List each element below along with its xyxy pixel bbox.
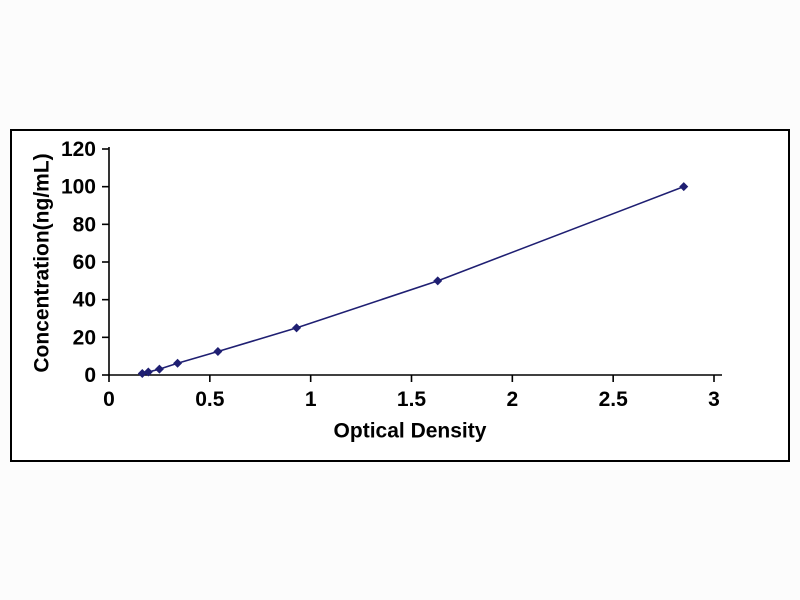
svg-text:1.5: 1.5 — [397, 388, 427, 411]
svg-text:2: 2 — [506, 388, 518, 411]
data-point-marker — [433, 276, 443, 286]
svg-text:3: 3 — [708, 388, 720, 411]
svg-text:0: 0 — [84, 364, 96, 387]
y-axis-title: Concentration(ng/mL) — [30, 153, 54, 373]
data-point-marker — [154, 364, 164, 374]
standard-curve-chart: 0 0.5 1 1.5 2 2.5 3 0 20 40 60 80 100 120 Concentrati… — [10, 129, 790, 462]
data-point-marker — [292, 323, 302, 333]
data-point-marker — [137, 369, 147, 379]
standard-curve-plot: 0 0.5 1 1.5 2 2.5 3 0 20 40 60 80 100 120 — [61, 138, 722, 411]
data-point-marker — [679, 182, 689, 192]
svg-text:60: 60 — [73, 251, 96, 274]
svg-text:0: 0 — [103, 388, 115, 411]
data-point-marker — [173, 358, 183, 368]
svg-text:40: 40 — [73, 289, 96, 312]
x-axis-title: Optical Density — [333, 419, 487, 443]
data-point-marker — [213, 346, 223, 356]
data-point-marker — [143, 367, 153, 377]
svg-text:2.5: 2.5 — [599, 388, 629, 411]
svg-text:20: 20 — [73, 326, 96, 349]
svg-text:0.5: 0.5 — [195, 388, 225, 411]
svg-text:120: 120 — [61, 138, 96, 161]
svg-text:100: 100 — [61, 176, 96, 199]
svg-text:80: 80 — [73, 213, 96, 236]
svg-text:1: 1 — [305, 388, 317, 411]
